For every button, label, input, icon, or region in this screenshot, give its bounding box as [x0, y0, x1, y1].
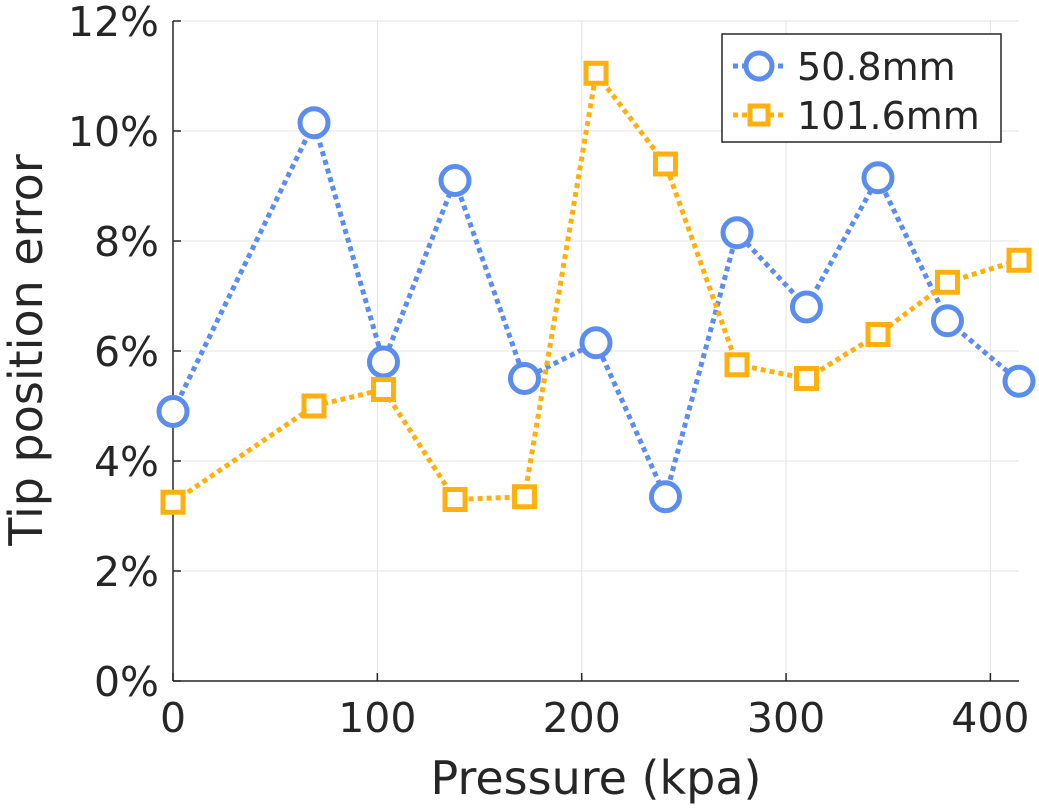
data-point-50-8mm-11 [1002, 364, 1036, 398]
data-point-50-8mm-4 [507, 362, 541, 395]
data-point-50-8mm-5 [579, 326, 613, 360]
x-tick-label-300: 300 [747, 694, 825, 742]
data-point-50-8mm-9 [861, 161, 895, 195]
legend: 50.8mm 101.6mm [721, 33, 1002, 143]
data-point-50-8mm-8 [789, 290, 823, 324]
data-point-101-6mm-3 [442, 487, 468, 512]
data-point-101-6mm-0 [160, 489, 186, 515]
data-point-101-6mm-8 [793, 366, 819, 391]
y-axis-title: Tip position error [0, 154, 53, 547]
axes [172, 20, 1019, 682]
series-layer [156, 60, 1036, 515]
y-tick-label-0: 0% [94, 658, 159, 706]
legend-marker-101-6mm [747, 103, 771, 127]
y-tick-label-2: 2% [94, 548, 159, 596]
data-point-50-8mm-2 [366, 345, 400, 379]
data-point-50-8mm-0 [156, 395, 190, 428]
y-tick-label-4: 4% [94, 438, 159, 486]
data-point-50-8mm-10 [930, 304, 964, 338]
series-line-50-8mm [170, 120, 1021, 500]
legend-label-101-6mm: 101.6mm [797, 94, 980, 138]
x-tick-label-200: 200 [543, 694, 621, 742]
x-tick-label-100: 100 [338, 694, 416, 742]
y-tick-label-6: 6% [94, 328, 159, 376]
data-point-101-6mm-2 [370, 377, 396, 402]
data-point-50-8mm-3 [438, 164, 472, 197]
data-point-101-6mm-1 [301, 393, 327, 419]
data-point-101-6mm-7 [724, 352, 750, 378]
data-point-101-6mm-11 [1006, 247, 1032, 273]
x-tick-label-0: 0 [160, 694, 186, 742]
y-tick-label-10: 10% [68, 108, 159, 156]
legend-label-50-8mm: 50.8mm [797, 45, 956, 89]
data-point-101-6mm-10 [934, 269, 960, 295]
y-tick-label-8: 8% [94, 218, 159, 266]
data-point-50-8mm-1 [297, 106, 331, 140]
data-point-50-8mm-7 [720, 216, 754, 250]
x-axis-title: Pressure (kpa) [431, 751, 762, 805]
x-tick-label-400: 400 [951, 694, 1029, 742]
data-point-50-8mm-6 [648, 480, 682, 514]
y-tick-label-12: 12% [68, 0, 159, 46]
data-point-101-6mm-4 [511, 484, 537, 510]
data-point-101-6mm-5 [583, 60, 609, 86]
legend-marker-50-8mm [743, 50, 775, 82]
data-point-101-6mm-6 [652, 151, 678, 177]
data-point-101-6mm-9 [865, 322, 891, 347]
tick-labels: 0 100 200 300 400 0% 2% 4% 6% 8% 10% 12% [68, 0, 1030, 742]
